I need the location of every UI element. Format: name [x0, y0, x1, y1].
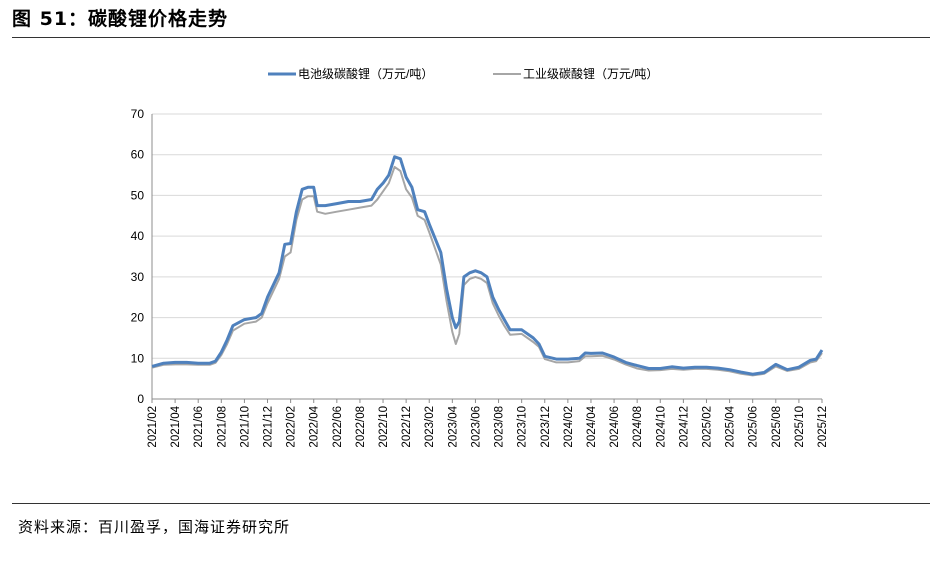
y-tick-label: 20	[131, 311, 145, 325]
x-tick-label: 2025/06	[748, 406, 760, 448]
top-rule	[12, 37, 930, 38]
x-tick-label: 2024/06	[609, 406, 621, 448]
bottom-rule	[12, 503, 930, 504]
x-tick-label: 2021/04	[170, 405, 182, 447]
x-tick-label: 2021/10	[239, 406, 251, 448]
x-tick-label: 2022/08	[355, 406, 367, 448]
x-tick-label: 2023/12	[540, 406, 552, 448]
y-tick-label: 10	[131, 351, 145, 365]
x-tick-label: 2025/04	[725, 405, 737, 447]
x-tick-label: 2023/04	[447, 405, 459, 447]
x-tick-label: 2022/12	[401, 406, 413, 448]
x-tick-label: 2023/08	[494, 406, 506, 448]
legend: 电池级碳酸锂（万元/吨） 工业级碳酸锂（万元/吨）	[268, 66, 658, 81]
x-tick-label: 2021/12	[263, 406, 275, 448]
x-tick-label: 2025/12	[817, 406, 829, 448]
x-tick-label: 2022/10	[378, 406, 390, 448]
x-tick-label: 2025/08	[771, 406, 783, 448]
x-tick-label: 2023/10	[517, 406, 529, 448]
x-tick-label: 2021/08	[216, 406, 228, 448]
y-tick-label: 60	[131, 148, 145, 162]
series-line-battery-grade	[151, 155, 824, 376]
x-tick-label: 2025/02	[701, 406, 713, 448]
series-line-industrial-grade	[151, 165, 823, 377]
y-tick-label: 0	[137, 392, 144, 406]
y-axis: 0 10 20 30 40 50 60 70	[131, 107, 153, 406]
x-axis: 2021/02 2021/04 2021/06 2021/08 2021/10 2021/…	[147, 398, 829, 448]
legend-label: 工业级碳酸锂（万元/吨）	[523, 66, 658, 81]
source-note: 资料来源：百川盈孚，国海证券研究所	[18, 518, 291, 536]
y-tick-label: 50	[131, 188, 145, 202]
x-tick-label: 2024/04	[586, 405, 598, 447]
legend-label: 电池级碳酸锂（万元/吨）	[298, 66, 433, 81]
x-tick-label: 2025/10	[794, 406, 806, 448]
series-lines	[151, 155, 824, 377]
y-tick-label: 40	[131, 229, 145, 243]
y-tick-label: 70	[131, 107, 145, 121]
gridlines	[152, 113, 822, 359]
x-tick-label: 2022/02	[286, 406, 298, 448]
x-tick-label: 2022/04	[309, 405, 321, 447]
x-tick-label: 2021/02	[147, 406, 159, 448]
x-tick-label: 2024/10	[655, 406, 667, 448]
x-tick-label: 2021/06	[193, 406, 205, 448]
x-tick-label: 2024/08	[632, 406, 644, 448]
figure-title: 图 51：碳酸锂价格走势	[12, 8, 229, 30]
x-tick-label: 2023/06	[470, 406, 482, 448]
y-tick-label: 30	[131, 270, 145, 284]
x-tick-label: 2022/06	[332, 406, 344, 448]
x-tick-label: 2024/12	[678, 406, 690, 448]
x-tick-label: 2023/02	[424, 406, 436, 448]
x-tick-label: 2024/02	[563, 406, 575, 448]
